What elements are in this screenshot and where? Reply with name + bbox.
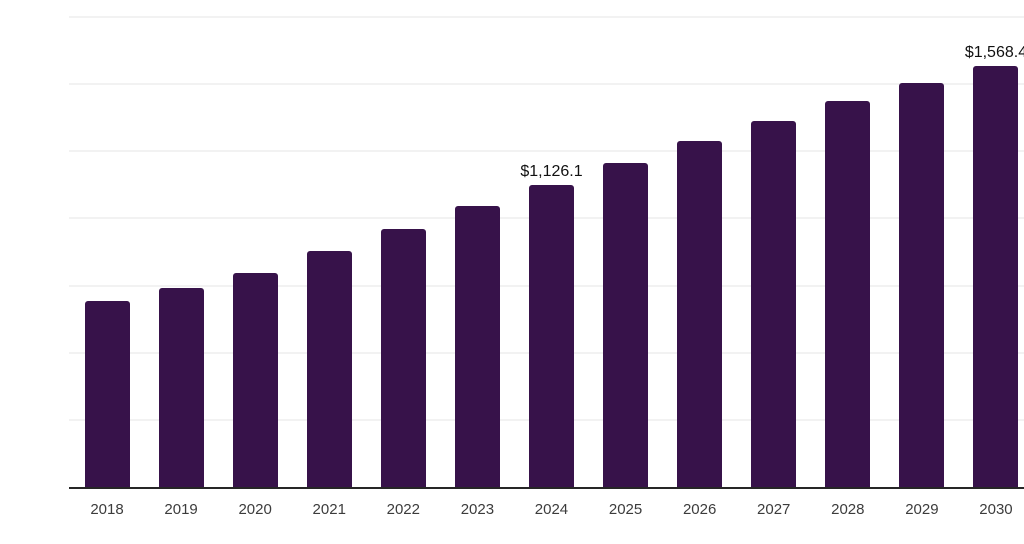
x-tick-label: 2026 (682, 501, 717, 518)
x-tick-label: 2023 (460, 501, 495, 518)
gridline (69, 16, 1024, 18)
gridline (69, 83, 1024, 86)
bar (528, 184, 574, 487)
x-tick-label: 2019 (164, 501, 198, 518)
bar (454, 205, 500, 487)
x-tick-label: 2027 (757, 501, 791, 518)
bar (825, 100, 871, 487)
x-tick-label: 2030 (979, 501, 1013, 518)
x-tick-label: 2024 (534, 501, 569, 518)
x-tick-label: 2025 (608, 501, 643, 518)
bar-value-label: $1,568.4 (964, 43, 1024, 61)
bar (158, 288, 204, 487)
gridline (69, 150, 1024, 153)
x-axis-line (69, 487, 1024, 489)
bar (306, 251, 352, 487)
bar-chart: 2018 2019 2020 2021 2022 2023 2024 $1,126.1 2025… (40, 16, 1024, 528)
bar (677, 140, 723, 487)
bar (973, 65, 1019, 487)
bar (232, 273, 278, 487)
x-tick-label: 2029 (905, 501, 939, 518)
x-tick-label: 2020 (238, 501, 272, 518)
bar (380, 229, 426, 487)
bar (751, 120, 797, 487)
bar (603, 162, 649, 487)
bar-value-label: $1,126.1 (520, 162, 583, 180)
x-tick-label: 2018 (90, 501, 124, 518)
bar (899, 82, 945, 487)
x-tick-label: 2028 (831, 501, 865, 518)
x-tick-label: 2022 (386, 501, 420, 518)
bar (84, 301, 130, 487)
x-tick-label: 2021 (312, 501, 346, 518)
